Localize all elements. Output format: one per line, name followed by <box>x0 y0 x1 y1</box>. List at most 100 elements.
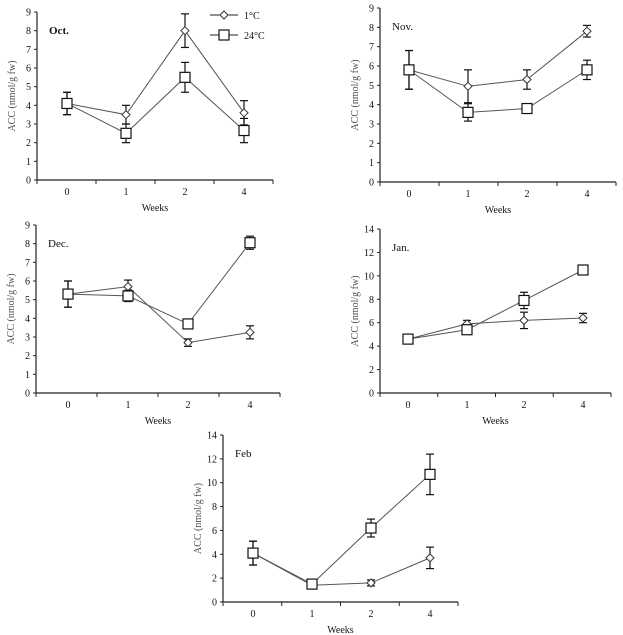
y-tick-label: 0 <box>369 178 374 189</box>
series-line <box>67 286 251 344</box>
y-tick-label: 2 <box>369 365 374 376</box>
y-tick-label: 8 <box>369 23 374 34</box>
x-tick-label: 1 <box>465 400 470 411</box>
series-line <box>252 473 431 585</box>
data-point-diamond <box>245 327 255 338</box>
x-tick-label: 0 <box>406 400 411 411</box>
y-tick-label: 3 <box>25 333 30 344</box>
y-axis-label: ACC (nmol/g fw) <box>7 60 18 131</box>
x-axis-label: Weeks <box>482 416 509 427</box>
y-tick-label: 5 <box>25 295 30 306</box>
y-tick-label: 12 <box>207 454 217 465</box>
x-tick-label: 1 <box>466 189 471 200</box>
series-line <box>407 269 584 340</box>
y-tick-label: 5 <box>26 82 31 93</box>
data-point-diamond <box>425 553 435 563</box>
data-point-diamond <box>519 315 529 326</box>
y-tick-label: 14 <box>207 431 217 442</box>
y-axis-label: ACC (nmol/g fw) <box>350 275 361 346</box>
y-tick-label: 6 <box>369 318 374 329</box>
y-tick-label: 7 <box>26 45 31 56</box>
y-tick-label: 6 <box>26 64 31 75</box>
panel-oct: 0 1 2 3 4 5 6 7 8 9 0 1 2 4 Weeks ACC (nmol/g fw) Oct. 1°… <box>7 8 274 214</box>
y-tick-label: 0 <box>369 389 374 400</box>
data-point-square <box>461 324 473 336</box>
data-point-square <box>182 318 194 330</box>
y-tick-label: 8 <box>25 239 30 250</box>
data-point-square <box>577 264 589 276</box>
y-tick-label: 12 <box>364 248 374 259</box>
x-tick-label: 2 <box>186 400 191 411</box>
x-tick-label: 4 <box>428 609 433 620</box>
series-line <box>252 552 431 586</box>
y-axis-label: ACC (nmol/g fw) <box>6 273 17 344</box>
x-tick-label: 4 <box>242 187 247 198</box>
data-point-diamond <box>239 108 249 118</box>
y-tick-label: 2 <box>212 574 217 585</box>
data-point-square <box>306 578 318 590</box>
data-point-square <box>365 522 377 534</box>
y-tick-label: 3 <box>26 120 31 131</box>
y-tick-label: 10 <box>364 271 374 282</box>
y-tick-label: 3 <box>369 120 374 131</box>
series-line <box>67 242 251 325</box>
data-point-square <box>462 106 474 119</box>
y-tick-label: 9 <box>25 221 30 232</box>
data-point-diamond <box>463 81 473 92</box>
data-point-square <box>424 468 436 480</box>
y-tick-label: 1 <box>369 158 374 169</box>
y-tick-label: 2 <box>369 139 374 150</box>
y-tick-label: 6 <box>369 62 374 73</box>
panel-title: Feb <box>235 448 252 460</box>
data-point-diamond <box>582 26 592 36</box>
y-tick-label: 8 <box>369 295 374 306</box>
y-tick-label: 10 <box>207 478 217 489</box>
x-tick-label: 4 <box>581 400 586 411</box>
x-axis-label: Weeks <box>142 203 169 214</box>
x-tick-label: 1 <box>124 187 129 198</box>
series-line <box>408 69 588 113</box>
data-point-square <box>244 237 256 249</box>
data-point-square <box>403 64 415 76</box>
panel-title: Oct. <box>49 25 69 37</box>
data-point-square <box>238 124 250 137</box>
data-point-square <box>62 288 74 300</box>
y-axis-label: ACC (nmol/g fw) <box>350 59 361 130</box>
x-axis-label: Weeks <box>327 625 354 635</box>
y-tick-label: 4 <box>26 101 31 112</box>
series-line <box>407 317 584 340</box>
data-point-diamond <box>366 578 376 588</box>
legend-marker-square <box>218 29 230 41</box>
data-point-square <box>518 294 530 307</box>
y-tick-label: 8 <box>212 502 217 513</box>
y-axis-label: ACC (nmol/g fw) <box>193 483 204 554</box>
panel-title: Dec. <box>48 238 69 250</box>
y-tick-label: 0 <box>212 598 217 609</box>
data-point-diamond <box>578 313 588 323</box>
panel-dec: 0 1 2 3 4 5 6 7 8 9 0 1 2 4 Weeks ACC (nmol/g fw) Dec. <box>6 221 281 427</box>
y-tick-label: 6 <box>212 526 217 537</box>
y-tick-label: 2 <box>25 351 30 362</box>
data-point-diamond <box>183 337 193 348</box>
x-tick-label: 2 <box>522 400 527 411</box>
y-tick-label: 1 <box>26 157 31 168</box>
x-tick-label: 2 <box>183 187 188 198</box>
data-point-square <box>61 97 73 110</box>
y-tick-label: 5 <box>369 81 374 92</box>
y-tick-label: 6 <box>25 277 30 288</box>
y-tick-label: 0 <box>25 389 30 400</box>
data-point-square <box>402 333 414 345</box>
data-point-square <box>247 547 259 559</box>
legend: 1°C 24°C <box>210 10 265 42</box>
y-tick-label: 4 <box>369 100 374 111</box>
data-point-diamond <box>121 109 131 120</box>
legend-marker-diamond <box>219 10 229 20</box>
data-point-diamond <box>180 25 190 36</box>
panel-title: Nov. <box>392 21 413 33</box>
y-tick-label: 4 <box>25 314 30 325</box>
x-tick-label: 2 <box>525 189 530 200</box>
data-point-diamond <box>522 74 532 85</box>
